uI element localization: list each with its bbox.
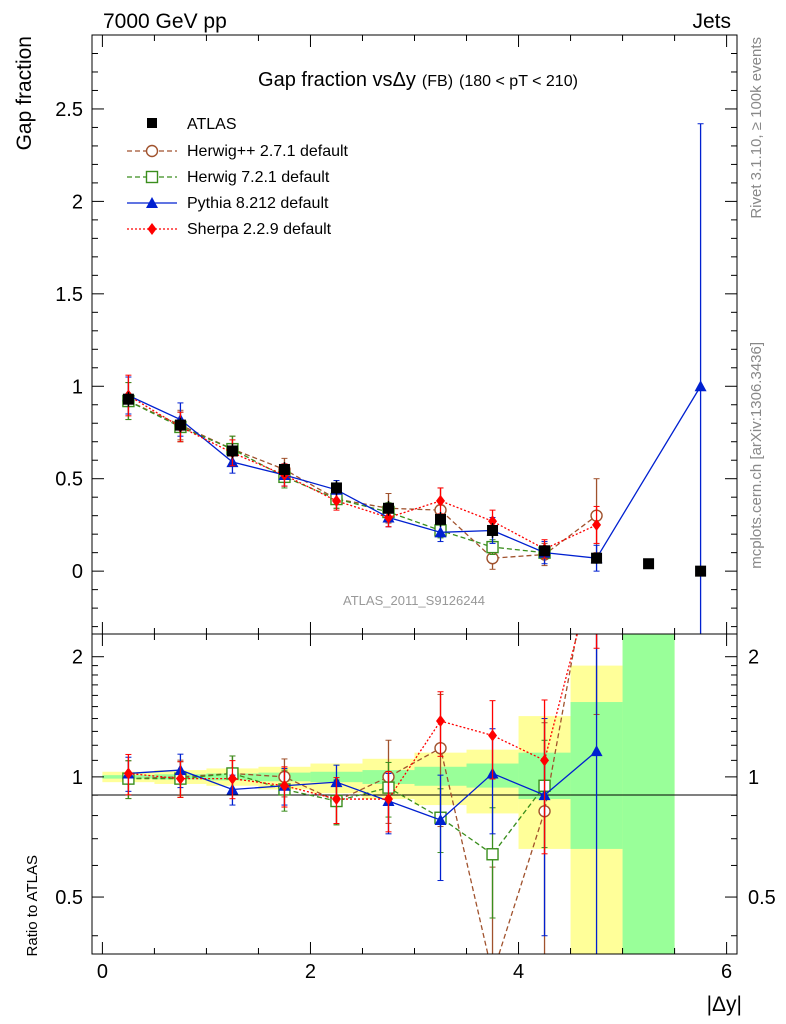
- y-axis-label: Gap fraction: [13, 36, 36, 150]
- main-plot-area: [122, 123, 707, 634]
- series-point-sherpa-5: [383, 511, 393, 524]
- chart-title-delta-y: Δy: [393, 69, 416, 91]
- atlas-point-3: [278, 463, 290, 475]
- legend-marker-sherpa: [147, 223, 157, 235]
- ratio-plot-area: [122, 634, 603, 954]
- y-tick-label-1: 0.5: [55, 469, 83, 491]
- atlas-point-11: [695, 565, 707, 577]
- atlas-point-2: [226, 445, 238, 457]
- chart-title-pt-range: (180 < pT < 210): [459, 73, 578, 90]
- ratio-band-green-10: [622, 634, 675, 954]
- series-point-sherpa-7: [488, 515, 498, 528]
- series-point-sherpa-9: [592, 518, 602, 531]
- series-point-sherpa-4: [331, 494, 341, 507]
- ratio-tick-label-right-2: 2: [748, 647, 759, 669]
- ratio-line-pythia: [128, 750, 597, 821]
- legend-label-herwig7: Herwig 7.2.1 default: [187, 169, 330, 186]
- ratio-point-sherpa-7: [488, 729, 498, 742]
- ratio-axis-label: Ratio to ATLAS: [24, 855, 41, 956]
- x-axis-label: |Δy|: [707, 993, 742, 1016]
- legend-label-sherpa: Sherpa 2.2.9 default: [187, 221, 332, 238]
- y-tick-label-5: 2.5: [55, 99, 83, 121]
- atlas-point-0: [122, 393, 134, 405]
- legend: ATLAS Herwig++ 2.7.1 default Herwig 7.2.…: [127, 116, 349, 238]
- ratio-point-pythia-9: [590, 745, 603, 757]
- rivet-label: Rivet 3.1.10, ≥ 100k events: [748, 37, 765, 219]
- ratio-tick-label-right-0: 0.5: [748, 887, 776, 909]
- x-tick-label-2: 4: [513, 961, 524, 983]
- y-tick-label-3: 1.5: [55, 284, 83, 306]
- series-line-herwig7: [128, 400, 545, 554]
- series-point-pythia-10: [694, 380, 707, 392]
- ratio-point-sherpa-3: [279, 779, 289, 792]
- mcplots-label: mcplots.cern.ch [arXiv:1306.3436]: [748, 342, 765, 569]
- atlas-point-1: [174, 419, 186, 431]
- series-point-pythia-6: [434, 526, 447, 538]
- legend-marker-atlas: [147, 118, 157, 128]
- watermark: ATLAS_2011_S9126244: [343, 593, 485, 608]
- chart-title-main: Gap fraction vs: [258, 69, 393, 91]
- ratio-point-sherpa-1: [175, 772, 185, 785]
- legend-marker-pythia: [146, 197, 158, 208]
- y-tick-label-0: 0: [72, 561, 83, 583]
- chart-title-fb: (FB): [422, 73, 453, 90]
- legend-label-pythia: Pythia 8.212 default: [187, 195, 329, 212]
- legend-marker-herwig7: [145, 170, 159, 184]
- x-tick-label-0: 0: [97, 961, 108, 983]
- x-tick-label-1: 2: [305, 961, 316, 983]
- ratio-point-pythia-6: [434, 813, 447, 825]
- series-point-sherpa-6: [436, 494, 446, 507]
- atlas-point-9: [591, 552, 603, 564]
- atlas-point-5: [382, 502, 394, 514]
- legend-label-atlas: ATLAS: [187, 116, 237, 133]
- atlas-point-10: [643, 558, 655, 570]
- y-tick-label-4: 2: [72, 191, 83, 213]
- atlas-point-4: [330, 482, 342, 494]
- chart-title: Gap fraction vsΔy (FB) (180 < pT < 210): [258, 69, 578, 91]
- ratio-line-sherpa: [128, 634, 578, 800]
- series-line-herwigpp: [128, 400, 597, 559]
- atlas-point-8: [539, 545, 551, 557]
- ratio-point-sherpa-4: [331, 793, 341, 806]
- series-line-sherpa: [128, 394, 597, 550]
- ratio-line-herwigpp: [128, 634, 578, 954]
- x-tick-label-3: 6: [721, 961, 732, 983]
- energy-label: 7000 GeV pp: [103, 10, 227, 33]
- process-label: Jets: [692, 10, 731, 33]
- axes: 0 2 4 6 0 0.5 1 1.5 2 2.5 0.5 0.5 1 1 2 2: [55, 34, 776, 983]
- atlas-point-7: [487, 524, 499, 536]
- y-tick-label-2: 1: [72, 376, 83, 398]
- ratio-tick-label-left-2: 2: [72, 647, 83, 669]
- ratio-tick-label-right-1: 1: [748, 767, 759, 789]
- legend-label-herwigpp: Herwig++ 2.7.1 default: [187, 143, 349, 160]
- ratio-point-sherpa-0: [123, 767, 133, 780]
- ratio-point-sherpa-6: [436, 715, 446, 728]
- ratio-point-sherpa-8: [540, 754, 550, 767]
- legend-marker-herwigpp: [145, 144, 159, 158]
- ratio-tick-label-left-1: 1: [72, 767, 83, 789]
- atlas-point-6: [435, 513, 447, 525]
- ratio-point-sherpa-5: [383, 793, 393, 806]
- ratio-point-herwig7-7: [486, 848, 499, 861]
- ratio-point-sherpa-2: [227, 772, 237, 785]
- ratio-tick-label-left-0: 0.5: [55, 887, 83, 909]
- series-line-pythia: [128, 385, 702, 559]
